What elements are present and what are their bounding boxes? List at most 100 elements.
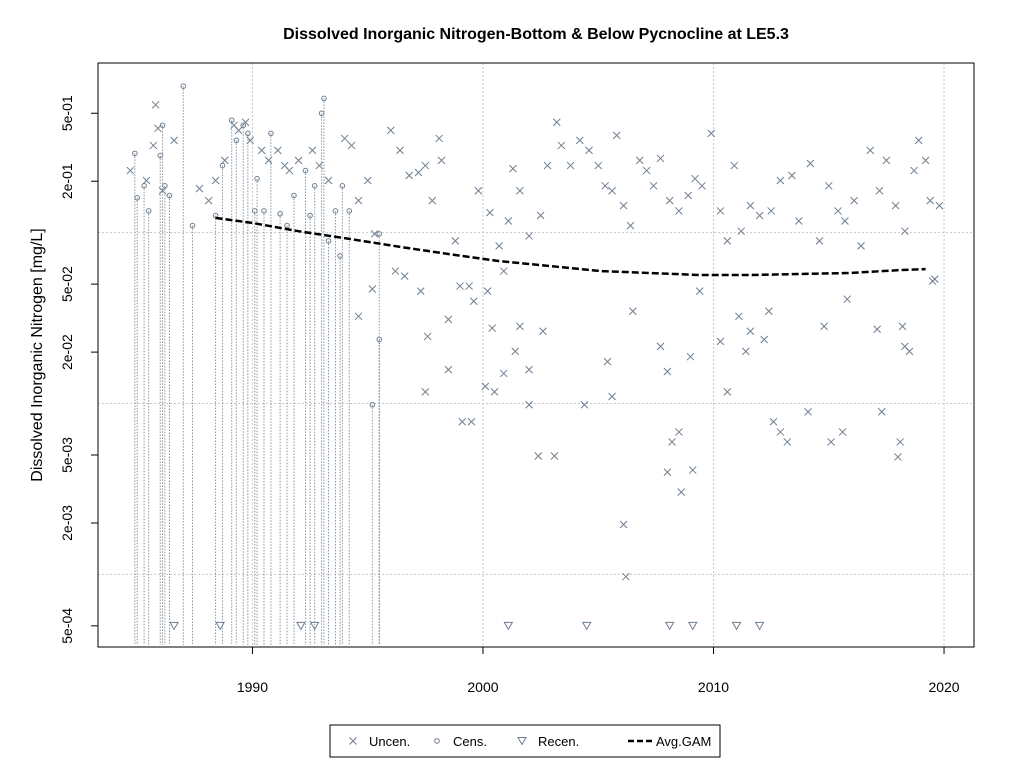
point-uncensored — [257, 146, 266, 155]
point-uncensored — [414, 168, 423, 177]
point-uncensored — [516, 186, 524, 195]
point-censored — [251, 208, 258, 214]
point-uncensored — [698, 181, 706, 190]
point-uncensored — [675, 207, 683, 215]
point-uncensored — [686, 352, 695, 361]
point-censored — [376, 231, 383, 237]
point-uncensored — [769, 417, 778, 426]
point-censored — [145, 208, 152, 214]
point-uncensored — [241, 118, 250, 127]
point-uncensored — [534, 452, 543, 460]
point-uncensored — [486, 208, 494, 217]
point-uncensored — [363, 176, 372, 185]
point-censored — [311, 183, 318, 189]
point-censored — [141, 183, 147, 189]
point-uncensored — [608, 186, 616, 195]
point-uncensored — [841, 217, 849, 225]
point-censored — [277, 210, 283, 217]
point-uncensored — [525, 232, 533, 240]
point-uncensored — [416, 287, 425, 295]
point-censored — [189, 222, 196, 229]
point-uncensored — [628, 307, 637, 316]
point-uncensored — [900, 227, 909, 236]
plot-area — [126, 83, 944, 645]
y-tick-label: 5e-02 — [59, 266, 75, 302]
point-uncensored — [126, 166, 135, 175]
point-uncensored — [723, 388, 732, 396]
point-uncensored — [421, 388, 430, 396]
point-uncensored — [456, 282, 464, 290]
point-uncensored — [483, 287, 492, 295]
point-uncensored — [794, 217, 803, 225]
point-uncensored — [437, 156, 446, 165]
point-uncensored — [850, 196, 858, 205]
point-censored — [233, 137, 240, 144]
point-uncensored — [400, 272, 409, 280]
point-uncensored — [788, 171, 796, 180]
legend-label: Recen. — [538, 734, 579, 749]
y-tick-label: 2e-02 — [59, 334, 75, 370]
point-uncensored — [608, 392, 616, 401]
point-uncensored — [557, 141, 566, 150]
point-uncensored — [423, 332, 432, 341]
point-censored — [302, 167, 309, 174]
point-uncensored — [469, 297, 478, 306]
point-censored — [132, 150, 138, 157]
point-uncensored — [234, 126, 243, 135]
point-uncensored — [444, 365, 453, 374]
point-censored — [180, 83, 187, 89]
point-recensored — [664, 621, 675, 631]
point-uncensored — [741, 347, 750, 356]
y-axis-label: Dissolved Inorganic Nitrogen [mg/L] — [29, 228, 46, 481]
point-uncensored — [504, 217, 513, 225]
gam-line — [215, 216, 926, 277]
point-uncensored — [509, 164, 517, 173]
point-recensored — [754, 621, 765, 631]
point-uncensored — [550, 452, 559, 460]
point-recensored — [503, 621, 514, 631]
point-uncensored — [815, 237, 824, 245]
point-uncensored — [386, 126, 395, 135]
point-censored — [159, 122, 166, 129]
point-recensored — [309, 621, 320, 631]
point-uncensored — [347, 141, 356, 150]
point-censored — [291, 192, 297, 199]
plot-frame — [97, 62, 975, 648]
point-uncensored — [806, 159, 815, 168]
y-tick-label: 5e-04 — [59, 608, 75, 644]
point-censored — [212, 212, 219, 219]
point-uncensored — [688, 466, 697, 474]
y-tick-label: 2e-01 — [59, 163, 75, 199]
point-uncensored — [776, 176, 785, 185]
legend-symbol — [517, 737, 527, 746]
point-uncensored — [764, 307, 773, 316]
point-uncensored — [444, 315, 453, 324]
point-recensored — [215, 621, 226, 631]
chart-title: Dissolved Inorganic Nitrogen-Bottom & Be… — [283, 26, 789, 43]
y-tick-label: 5e-03 — [59, 437, 75, 473]
x-tick-label: 2010 — [698, 679, 729, 695]
point-uncensored — [677, 488, 686, 497]
point-uncensored — [324, 176, 333, 185]
legend-label: Avg.GAM — [656, 734, 711, 749]
y-tick-label: 2e-03 — [59, 505, 75, 541]
point-uncensored — [619, 520, 628, 529]
legend-label: Uncen. — [369, 734, 410, 749]
point-uncensored — [294, 156, 303, 165]
point-censored — [166, 192, 173, 199]
point-censored — [321, 95, 327, 102]
point-censored — [369, 401, 376, 408]
point-uncensored — [824, 181, 833, 190]
point-uncensored — [543, 161, 552, 170]
point-uncensored — [396, 146, 404, 155]
point-uncensored — [622, 572, 630, 581]
point-recensored — [581, 621, 592, 631]
point-uncensored — [663, 468, 672, 476]
point-uncensored — [273, 146, 282, 155]
point-uncensored — [354, 196, 363, 205]
point-uncensored — [896, 438, 905, 446]
point-uncensored — [776, 428, 785, 436]
x-tick-label: 1990 — [237, 679, 268, 695]
